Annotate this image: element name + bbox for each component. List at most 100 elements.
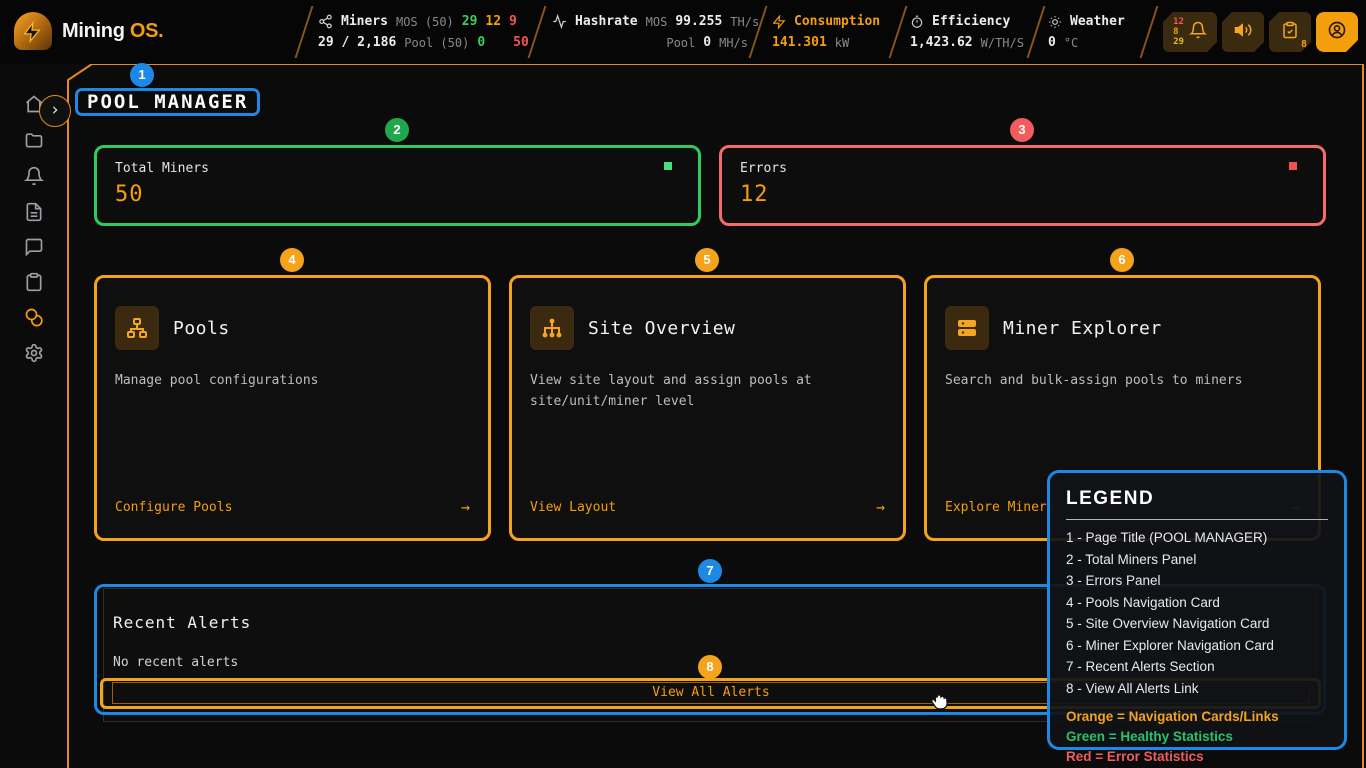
site-overview-chip — [530, 306, 574, 350]
hashrate-pool-label: Pool — [666, 35, 696, 50]
miners-warn-count: 12 — [485, 14, 502, 29]
server-icon — [958, 320, 976, 336]
sidebar-item-settings[interactable] — [18, 337, 50, 369]
sidebar-item-alerts[interactable] — [18, 160, 50, 192]
speaker-icon — [1234, 21, 1252, 43]
pool-err-count: 50 — [513, 35, 529, 50]
site-overview-card-description: View site layout and assign pools at sit… — [530, 373, 812, 409]
sidebar-item-pools[interactable] — [18, 301, 50, 333]
consumption-icon — [772, 14, 786, 29]
hierarchy-icon — [542, 318, 562, 338]
miners-icon — [318, 14, 333, 29]
legend-item: 6 - Miner Explorer Navigation Card — [1066, 637, 1274, 653]
total-miners-panel: Total Miners 50 — [94, 145, 701, 226]
weather-value: 0 — [1048, 35, 1056, 50]
consumption-stat: Consumption 141.301 kW — [772, 0, 890, 64]
error-status-dot — [1289, 162, 1297, 170]
account-button[interactable] — [1316, 12, 1358, 52]
info-count: 29 — [1173, 37, 1184, 47]
legend-panel: LEGEND 1 - Page Title (POOL MANAGER) 2 -… — [1047, 470, 1347, 764]
sidebar-item-tasks[interactable] — [18, 266, 50, 298]
topbar-divider — [294, 6, 314, 58]
topbar-divider — [1139, 6, 1159, 58]
annotation-badge-3: 3 — [1010, 118, 1034, 142]
app-logo[interactable]: Mining OS. — [14, 12, 164, 50]
sidebar-expand-button[interactable]: › — [39, 95, 71, 127]
legend-item: 5 - Site Overview Navigation Card — [1066, 616, 1270, 631]
miner-explorer-chip — [945, 306, 989, 350]
weather-label: Weather — [1070, 14, 1125, 29]
user-icon — [1327, 20, 1347, 44]
topbar-divider — [1026, 6, 1046, 58]
weather-icon — [1048, 15, 1062, 29]
pool-group-label: Pool (50) — [404, 35, 470, 50]
message-icon — [25, 238, 43, 257]
sound-button[interactable] — [1222, 12, 1264, 52]
hashrate-mos-unit: TH/s — [730, 14, 760, 29]
notification-counts: 12 8 29 — [1173, 17, 1184, 47]
consumption-unit: kW — [834, 35, 850, 50]
view-layout-link[interactable]: View Layout — [530, 499, 617, 515]
healthy-status-dot — [664, 162, 672, 170]
efficiency-icon — [910, 15, 924, 29]
logo-bolt-icon — [14, 12, 52, 50]
coins-icon — [25, 308, 43, 327]
weather-unit: °C — [1063, 35, 1079, 50]
pools-card-title: Pools — [173, 318, 230, 339]
pools-card[interactable]: Pools Manage pool configurations Configu… — [94, 275, 491, 541]
total-miners-value: 50 — [115, 182, 144, 207]
hashrate-pool-unit: MH/s — [719, 35, 748, 50]
legend-note-orange: Orange = Navigation Cards/Links — [1066, 708, 1279, 724]
annotation-badge-1: 1 — [130, 63, 154, 87]
miners-total: 29 / 2,186 — [318, 35, 397, 50]
brand-name: Mining — [62, 19, 125, 42]
legend-item: 8 - View All Alerts Link — [1066, 680, 1199, 696]
clipboard-check-icon — [1281, 21, 1299, 43]
legend-note-green: Green = Healthy Statistics — [1066, 728, 1233, 744]
legend-item: 4 - Pools Navigation Card — [1066, 594, 1220, 610]
recent-alerts-empty: No recent alerts — [113, 655, 239, 670]
miner-explorer-card-description: Search and bulk-assign pools to miners — [945, 373, 1243, 388]
app-title: Mining OS. — [62, 19, 164, 43]
efficiency-value: 1,423.62 — [910, 35, 973, 50]
configure-pools-link[interactable]: Configure Pools — [115, 499, 233, 515]
hashrate-stat: Hashrate MOS 99.255 TH/s Pool 0 MH/s — [552, 0, 759, 64]
explore-miners-link[interactable]: Explore Miners — [945, 499, 1055, 515]
miners-group-label: MOS (50) — [395, 14, 454, 29]
topbar-divider — [527, 6, 547, 58]
efficiency-label: Efficiency — [932, 14, 1011, 29]
clipboard-icon — [26, 272, 42, 292]
sidebar-item-messages[interactable] — [18, 231, 50, 263]
arrow-right-icon: → — [460, 498, 470, 516]
bell-icon — [24, 166, 44, 186]
critical-count: 12 — [1173, 17, 1184, 27]
tasks-button[interactable]: 8 — [1269, 12, 1311, 52]
miners-stat: Miners MOS (50) 29 12 9 29 / 2,186 Pool … — [318, 0, 530, 64]
tasks-badge: 8 — [1300, 39, 1307, 50]
miners-ok-count: 29 — [461, 14, 478, 29]
legend-title: LEGEND — [1066, 488, 1155, 509]
topbar: Mining OS. Miners MOS (50) 29 12 9 29 / … — [0, 0, 1366, 64]
pools-card-description: Manage pool configurations — [115, 373, 319, 388]
annotation-badge-8: 8 — [698, 655, 722, 679]
legend-item: 2 - Total Miners Panel — [1066, 551, 1197, 567]
topbar-divider — [888, 6, 908, 58]
sidebar — [0, 64, 68, 768]
total-miners-label: Total Miners — [115, 161, 209, 176]
errors-value: 12 — [740, 182, 769, 207]
miner-explorer-card-title: Miner Explorer — [1003, 318, 1162, 339]
sidebar-item-files[interactable] — [18, 124, 50, 156]
errors-panel: Errors 12 — [719, 145, 1326, 226]
annotation-badge-2: 2 — [385, 118, 409, 142]
site-overview-card-title: Site Overview — [588, 318, 736, 339]
legend-note-red: Red = Error Statistics — [1066, 748, 1204, 764]
sidebar-item-reports[interactable] — [18, 196, 50, 228]
site-overview-card[interactable]: Site Overview View site layout and assig… — [509, 275, 906, 541]
hashrate-mos-label: MOS — [645, 14, 668, 29]
hashrate-mos-value: 99.255 — [675, 14, 723, 29]
hashrate-pool-value: 0 — [703, 35, 712, 50]
annotation-badge-6: 6 — [1110, 248, 1134, 272]
notifications-button[interactable]: 12 8 29 — [1163, 12, 1217, 52]
recent-alerts-title: Recent Alerts — [113, 613, 252, 632]
bell-icon — [1189, 21, 1207, 43]
